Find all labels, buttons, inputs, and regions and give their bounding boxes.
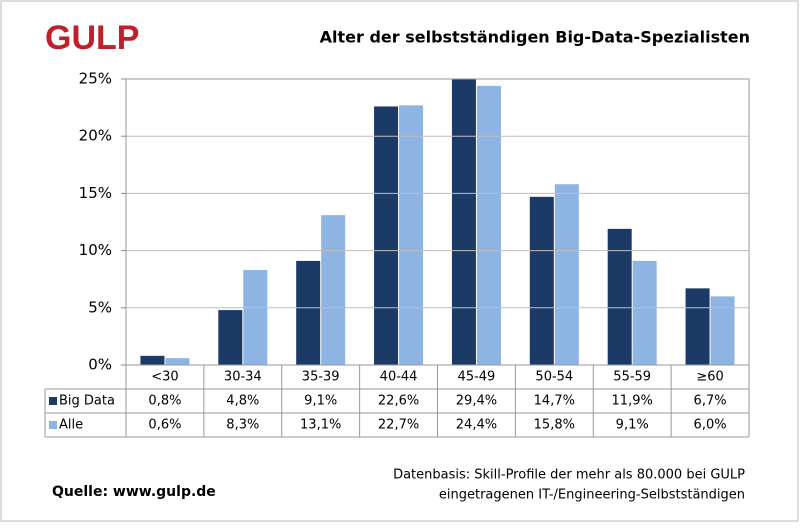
bar bbox=[296, 260, 321, 365]
y-tick-label: 15% bbox=[79, 184, 112, 202]
value-label: 6,7% bbox=[694, 394, 727, 409]
value-label: 15,8% bbox=[534, 418, 575, 433]
y-tick-label: 10% bbox=[79, 241, 112, 259]
bar bbox=[243, 270, 268, 365]
legend-swatch bbox=[49, 397, 57, 405]
y-tick-label: 5% bbox=[88, 298, 112, 316]
value-label: 11,9% bbox=[612, 394, 653, 409]
value-label: 14,7% bbox=[534, 394, 575, 409]
bar bbox=[607, 228, 632, 365]
bar bbox=[632, 260, 657, 365]
bar bbox=[140, 355, 165, 365]
value-label: 22,6% bbox=[378, 394, 419, 409]
legend-label: Alle bbox=[59, 418, 83, 433]
x-tick-label: ≥60 bbox=[696, 370, 723, 385]
bar bbox=[685, 288, 710, 365]
bar bbox=[399, 105, 424, 365]
y-tick-label: 0% bbox=[88, 356, 112, 374]
value-label: 9,1% bbox=[304, 394, 337, 409]
bar bbox=[710, 296, 735, 365]
value-label: 29,4% bbox=[456, 394, 497, 409]
value-label: 0,8% bbox=[148, 394, 181, 409]
value-label: 9,1% bbox=[616, 418, 649, 433]
x-tick-label: <30 bbox=[151, 370, 178, 385]
logo: GULP bbox=[45, 19, 139, 57]
bar bbox=[321, 215, 346, 365]
bar bbox=[529, 196, 554, 365]
chart-title: Alter der selbstständigen Big-Data-Spezi… bbox=[320, 28, 750, 47]
value-label: 4,8% bbox=[226, 394, 259, 409]
y-tick-label: 25% bbox=[79, 70, 112, 88]
y-tick-label: 20% bbox=[79, 127, 112, 145]
x-tick-label: 45-49 bbox=[458, 370, 496, 385]
plot bbox=[140, 79, 735, 365]
value-label: 24,4% bbox=[456, 418, 497, 433]
bar bbox=[451, 79, 476, 365]
legend-swatch bbox=[49, 421, 57, 429]
value-label: 13,1% bbox=[300, 418, 341, 433]
bar bbox=[476, 85, 501, 365]
value-label: 8,3% bbox=[226, 418, 259, 433]
x-tick-label: 40-44 bbox=[380, 370, 418, 385]
value-label: 22,7% bbox=[378, 418, 419, 433]
bar bbox=[374, 106, 399, 365]
x-tick-label: 35-39 bbox=[302, 370, 340, 385]
source: Quelle: www.gulp.de bbox=[52, 484, 216, 500]
value-label: 0,6% bbox=[148, 418, 181, 433]
value-label: 6,0% bbox=[694, 418, 727, 433]
x-tick-label: 55-59 bbox=[613, 370, 651, 385]
x-tick-label: 30-34 bbox=[224, 370, 262, 385]
bar bbox=[554, 184, 579, 365]
legend-label: Big Data bbox=[59, 394, 115, 409]
bar bbox=[218, 310, 243, 365]
x-tick-label: 50-54 bbox=[535, 370, 573, 385]
bar bbox=[165, 358, 190, 365]
note: Datenbasis: Skill-Profile der mehr als 8… bbox=[393, 468, 745, 483]
note: eingetragenen IT-/Engineering-Selbststän… bbox=[439, 488, 745, 503]
